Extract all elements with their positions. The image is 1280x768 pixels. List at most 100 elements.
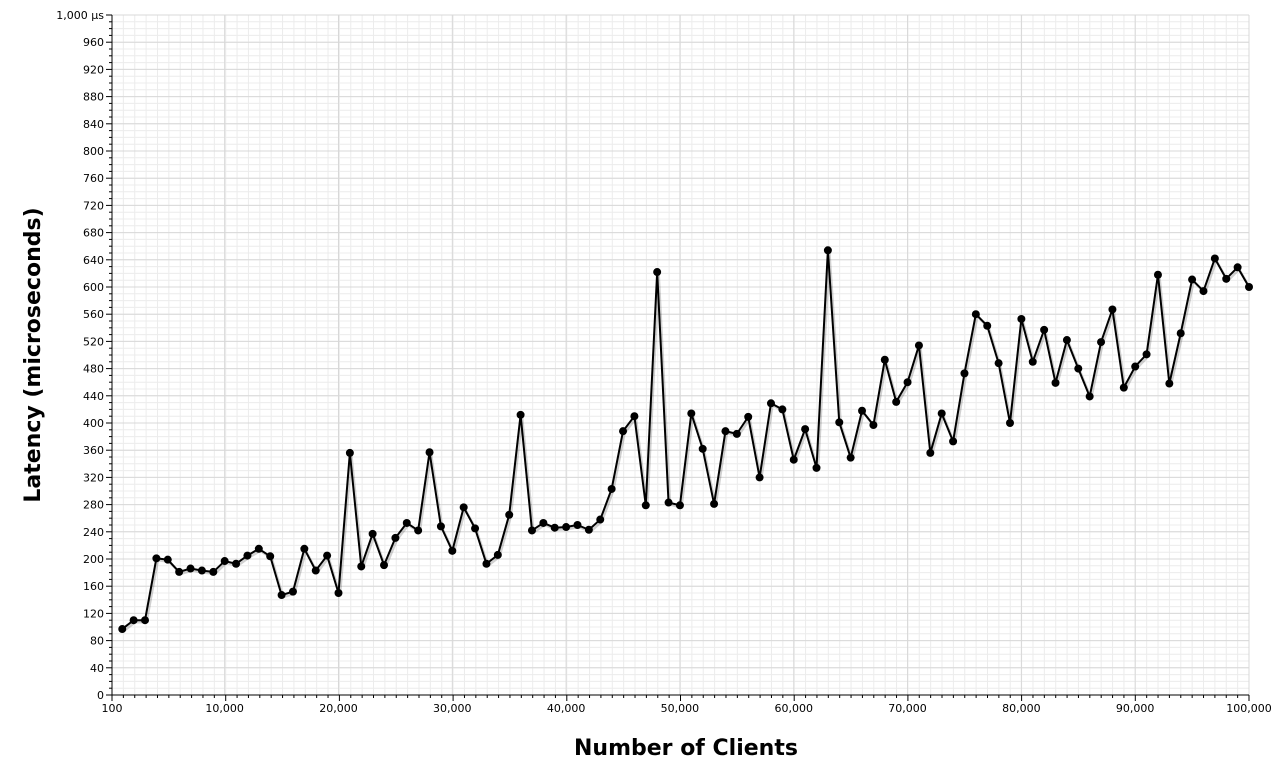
- data-point: [527, 526, 536, 535]
- y-tick-label: 320: [83, 471, 104, 484]
- data-point: [1222, 274, 1231, 283]
- data-point: [1153, 270, 1162, 279]
- data-point: [903, 378, 912, 387]
- data-point: [300, 544, 309, 553]
- data-point: [596, 515, 605, 524]
- data-point: [118, 625, 127, 634]
- data-point: [1040, 325, 1049, 334]
- series-line: [121, 249, 1250, 630]
- x-tick-label: 20,000: [319, 702, 358, 715]
- data-point: [675, 501, 684, 510]
- y-tick-label: 520: [83, 335, 104, 348]
- data-point: [653, 268, 662, 277]
- y-tick-label: 440: [83, 390, 104, 403]
- data-point: [1062, 336, 1071, 345]
- y-tick-label: 360: [83, 444, 104, 457]
- y-tick-label: 160: [83, 580, 104, 593]
- data-point: [402, 518, 411, 527]
- data-point: [1142, 350, 1151, 359]
- data-point: [835, 418, 844, 427]
- data-point: [357, 562, 366, 571]
- x-tick-label: 100,000: [1226, 702, 1272, 715]
- y-tick-label: 200: [83, 553, 104, 566]
- x-tick-label: 10,000: [205, 702, 244, 715]
- y-tick-label: 560: [83, 308, 104, 321]
- data-point: [459, 503, 468, 512]
- data-point: [1005, 419, 1014, 427]
- data-point: [414, 526, 423, 535]
- y-tick-label: 40: [90, 662, 104, 675]
- data-point: [880, 355, 889, 364]
- data-point: [220, 557, 229, 566]
- data-point: [436, 522, 445, 531]
- y-tick-label: 760: [83, 172, 104, 185]
- data-point: [505, 510, 514, 519]
- x-tick-label: 60,000: [774, 702, 813, 715]
- tick-labels: 0 40 80 120 160 200 240 280 320 360 400 440 480 520 56…: [56, 9, 1271, 715]
- y-tick-label: 480: [83, 363, 104, 376]
- data-point: [175, 567, 184, 576]
- data-point: [1131, 362, 1140, 371]
- data-point: [345, 448, 354, 457]
- data-point: [1233, 263, 1242, 272]
- data-point: [664, 498, 673, 507]
- x-tick-label: 90,000: [1116, 702, 1155, 715]
- y-tick-label: 720: [83, 199, 104, 212]
- y-tick-label: 960: [83, 36, 104, 49]
- data-point: [710, 499, 719, 508]
- data-point: [562, 523, 571, 532]
- data-point: [1119, 383, 1128, 392]
- y-tick-label: 80: [90, 635, 104, 648]
- data-point: [380, 561, 389, 570]
- data-point: [550, 523, 559, 532]
- data-point: [789, 455, 798, 464]
- data-point: [266, 552, 275, 561]
- grid: [111, 14, 1250, 696]
- x-tick-label: 50,000: [661, 702, 700, 715]
- data-point: [1245, 283, 1253, 291]
- data-point: [949, 437, 958, 446]
- data-point: [698, 444, 707, 453]
- data-point: [254, 544, 263, 553]
- data-point: [641, 501, 650, 510]
- data-point: [823, 246, 832, 255]
- x-tick-label: 40,000: [547, 702, 586, 715]
- data-point: [914, 341, 923, 350]
- data-point: [1028, 357, 1037, 366]
- data-point: [288, 587, 297, 596]
- data-point: [971, 310, 980, 319]
- data-point: [744, 412, 753, 421]
- data-point: [937, 409, 946, 418]
- data-point: [129, 616, 138, 625]
- data-series: [118, 246, 1253, 634]
- data-point: [1165, 379, 1174, 388]
- data-point: [766, 399, 775, 408]
- y-tick-label: 840: [83, 118, 104, 131]
- x-tick-label: 100: [102, 702, 123, 715]
- data-point: [755, 473, 764, 482]
- data-point: [493, 550, 502, 559]
- data-point: [619, 427, 628, 436]
- y-tick-label: 1,000 µs: [56, 9, 104, 22]
- data-point: [311, 566, 320, 575]
- y-tick-label: 640: [83, 254, 104, 267]
- data-point: [209, 567, 218, 576]
- data-point: [516, 410, 525, 419]
- y-tick-label: 800: [83, 145, 104, 158]
- data-point: [630, 412, 639, 421]
- data-point: [334, 589, 343, 597]
- x-tick-label: 70,000: [888, 702, 927, 715]
- data-point: [471, 524, 480, 533]
- data-point: [197, 566, 206, 575]
- y-tick-label: 400: [83, 417, 104, 430]
- data-point: [152, 554, 161, 563]
- data-point: [448, 546, 457, 555]
- data-point: [573, 521, 582, 529]
- data-point: [391, 533, 400, 542]
- y-tick-label: 680: [83, 227, 104, 240]
- data-point: [858, 406, 867, 415]
- y-axis-title: Latency (microseconds): [21, 207, 46, 502]
- data-point: [994, 359, 1003, 368]
